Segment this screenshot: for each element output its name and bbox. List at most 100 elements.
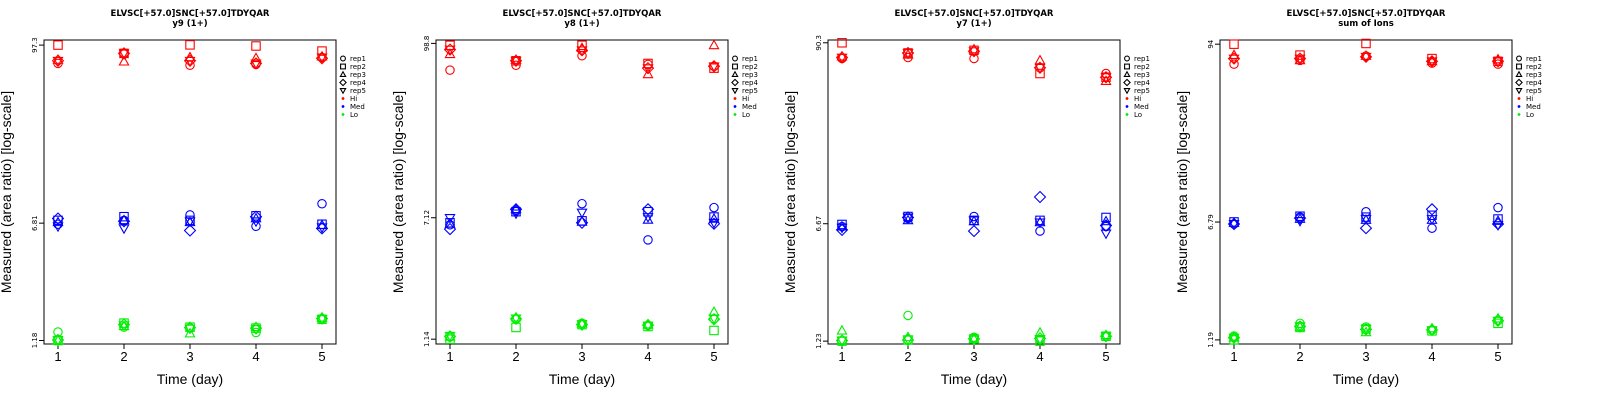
data-point <box>1359 221 1373 235</box>
chart-subtitle: y9 (1+) <box>172 19 207 29</box>
chart-title: ELVSC[+57.0]SNC[+57.0]TDYQAR <box>111 9 270 19</box>
data-point <box>445 65 455 75</box>
data-point <box>968 216 980 227</box>
data-point <box>52 336 64 346</box>
legend-marker <box>1123 70 1131 77</box>
data-point <box>1100 329 1112 340</box>
data-point <box>185 322 195 332</box>
legend-entry: rep5 <box>1526 87 1542 95</box>
data-point <box>642 318 654 329</box>
y-tick-label: 7.12 <box>423 210 431 226</box>
data-point <box>1294 54 1306 65</box>
legend-entry: Med <box>1134 103 1149 111</box>
data-point <box>837 38 847 48</box>
legend-color-dot <box>341 113 345 116</box>
data-point <box>1228 49 1240 60</box>
data-point <box>708 314 720 325</box>
legend-marker <box>1516 55 1522 62</box>
data-point <box>967 224 981 238</box>
legend-marker <box>1124 63 1130 70</box>
legend-marker <box>731 88 739 95</box>
data-point <box>1426 322 1438 333</box>
x-tick-label: 4 <box>1036 349 1043 364</box>
legend-marker <box>339 88 347 95</box>
chart-title: ELVSC[+57.0]SNC[+57.0]TDYQAR <box>1287 9 1446 19</box>
data-point <box>1034 63 1046 74</box>
data-point <box>1360 326 1372 337</box>
legend-entry: rep5 <box>742 87 758 95</box>
y-tick-label: 94 <box>1207 39 1215 48</box>
data-point <box>316 223 328 234</box>
data-point <box>1100 332 1112 343</box>
legend-entry: rep1 <box>1526 55 1542 63</box>
y-tick-label: 1.23 <box>815 333 823 349</box>
y-tick-label: 6.81 <box>31 215 39 231</box>
legend-marker <box>1515 88 1523 95</box>
data-point <box>1492 57 1504 68</box>
data-point <box>1229 39 1239 49</box>
x-axis-label: Time (day) <box>157 371 223 387</box>
legend-entry: rep1 <box>742 55 758 63</box>
legend-entry: rep4 <box>1526 79 1542 87</box>
data-point <box>642 68 654 79</box>
data-point <box>444 217 456 228</box>
data-point <box>185 210 195 220</box>
data-point <box>1294 322 1306 333</box>
data-point <box>1034 54 1046 65</box>
chart-subtitle: y7 (1+) <box>956 19 991 29</box>
data-point <box>52 53 64 64</box>
data-point <box>1361 38 1371 49</box>
data-point <box>1493 202 1503 213</box>
data-point <box>1427 223 1437 233</box>
data-point <box>577 40 587 51</box>
data-point <box>1034 216 1046 227</box>
data-point <box>903 310 913 321</box>
legend-entry: rep3 <box>1134 71 1150 79</box>
x-tick-label: 3 <box>578 349 585 364</box>
legend-marker <box>1124 55 1130 62</box>
x-axis-label: Time (day) <box>549 371 615 387</box>
data-point <box>968 332 980 343</box>
legend-marker <box>731 78 739 87</box>
x-tick-label: 5 <box>1494 349 1501 364</box>
data-point <box>1100 215 1112 226</box>
data-point <box>708 62 720 73</box>
data-point <box>184 56 196 67</box>
data-point <box>118 224 130 235</box>
chart-title: ELVSC[+57.0]SNC[+57.0]TDYQAR <box>895 9 1054 19</box>
legend-color-dot <box>1125 105 1129 108</box>
data-point <box>317 46 327 56</box>
data-point <box>1099 219 1113 232</box>
y-axis-label: Measured (area ratio) [log-scale] <box>0 91 14 293</box>
data-point <box>902 335 914 346</box>
legend-entry: rep2 <box>1134 63 1150 71</box>
legend-entry: Hi <box>350 95 357 103</box>
data-point <box>836 324 848 335</box>
data-point <box>902 49 914 59</box>
x-tick-label: 4 <box>252 349 259 364</box>
y-axis-label: Measured (area ratio) [log-scale] <box>390 91 406 293</box>
legend-entry: rep3 <box>742 71 758 79</box>
data-point <box>1493 318 1503 329</box>
chart-subtitle: sum of Ions <box>1338 19 1394 29</box>
legend-entry: Hi <box>1526 95 1533 103</box>
x-tick-label: 2 <box>904 349 911 364</box>
data-point <box>1360 50 1372 60</box>
data-point <box>118 214 130 225</box>
data-point <box>643 58 653 69</box>
data-point <box>1034 218 1046 229</box>
data-point <box>1228 216 1240 227</box>
legend-marker <box>339 78 347 87</box>
data-point <box>1426 55 1438 66</box>
data-point <box>1100 229 1112 240</box>
data-point <box>1100 73 1112 84</box>
legend-color-dot <box>733 113 737 116</box>
legend-color-dot <box>1125 97 1129 100</box>
legend-entry: Lo <box>742 111 750 119</box>
legend-marker <box>731 70 739 77</box>
data-point <box>251 323 261 333</box>
data-point <box>117 215 131 228</box>
data-point <box>444 331 456 342</box>
